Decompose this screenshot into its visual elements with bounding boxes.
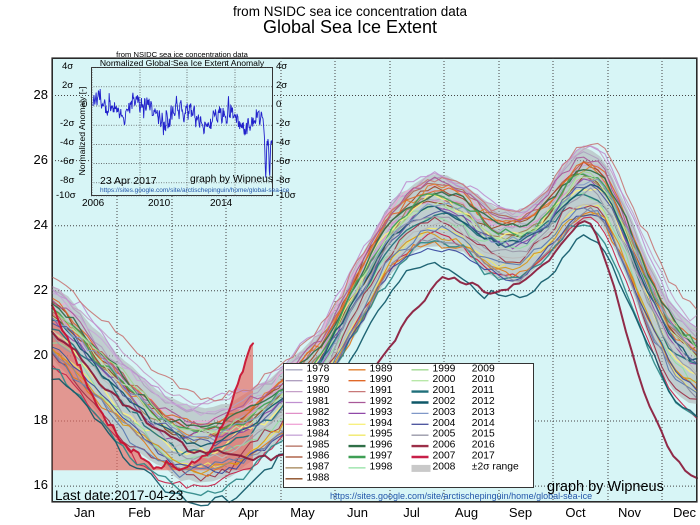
svg-text:2016: 2016 [472,440,495,451]
svg-text:2006: 2006 [433,440,456,451]
svg-text:2013: 2013 [472,407,495,418]
svg-text:1985: 1985 [307,440,330,451]
svg-text:2003: 2003 [433,407,456,418]
svg-text:1991: 1991 [370,385,393,396]
svg-text:2001: 2001 [433,385,456,396]
svg-text:2017: 2017 [472,451,495,462]
svg-text:1988: 1988 [307,472,330,483]
svg-text:2011: 2011 [472,385,494,396]
svg-text:2015: 2015 [472,429,495,440]
svg-text:2004: 2004 [433,418,456,429]
svg-text:1989: 1989 [370,363,393,374]
svg-text:2000: 2000 [433,374,456,385]
svg-text:±2σ range: ±2σ range [472,461,519,472]
svg-text:1997: 1997 [370,451,393,462]
svg-text:1984: 1984 [307,429,330,440]
svg-text:2010: 2010 [472,374,495,385]
svg-text:1978: 1978 [307,363,330,374]
svg-text:2009: 2009 [472,363,495,374]
svg-text:1998: 1998 [370,461,393,472]
svg-text:1981: 1981 [307,396,330,407]
svg-text:2005: 2005 [433,429,456,440]
svg-text:1982: 1982 [307,407,330,418]
svg-text:1994: 1994 [370,418,393,429]
svg-text:1995: 1995 [370,429,393,440]
svg-text:2014: 2014 [472,418,495,429]
svg-text:1980: 1980 [307,385,330,396]
svg-text:1979: 1979 [307,374,330,385]
svg-text:1993: 1993 [370,407,393,418]
svg-text:2007: 2007 [433,451,456,462]
svg-text:2002: 2002 [433,396,456,407]
svg-text:1999: 1999 [433,363,456,374]
svg-text:1990: 1990 [370,374,393,385]
svg-text:1992: 1992 [370,396,393,407]
svg-text:2008: 2008 [433,461,456,472]
svg-text:1996: 1996 [370,440,393,451]
svg-text:1983: 1983 [307,418,330,429]
svg-text:1987: 1987 [307,461,330,472]
svg-text:1986: 1986 [307,451,330,462]
svg-text:2012: 2012 [472,396,495,407]
